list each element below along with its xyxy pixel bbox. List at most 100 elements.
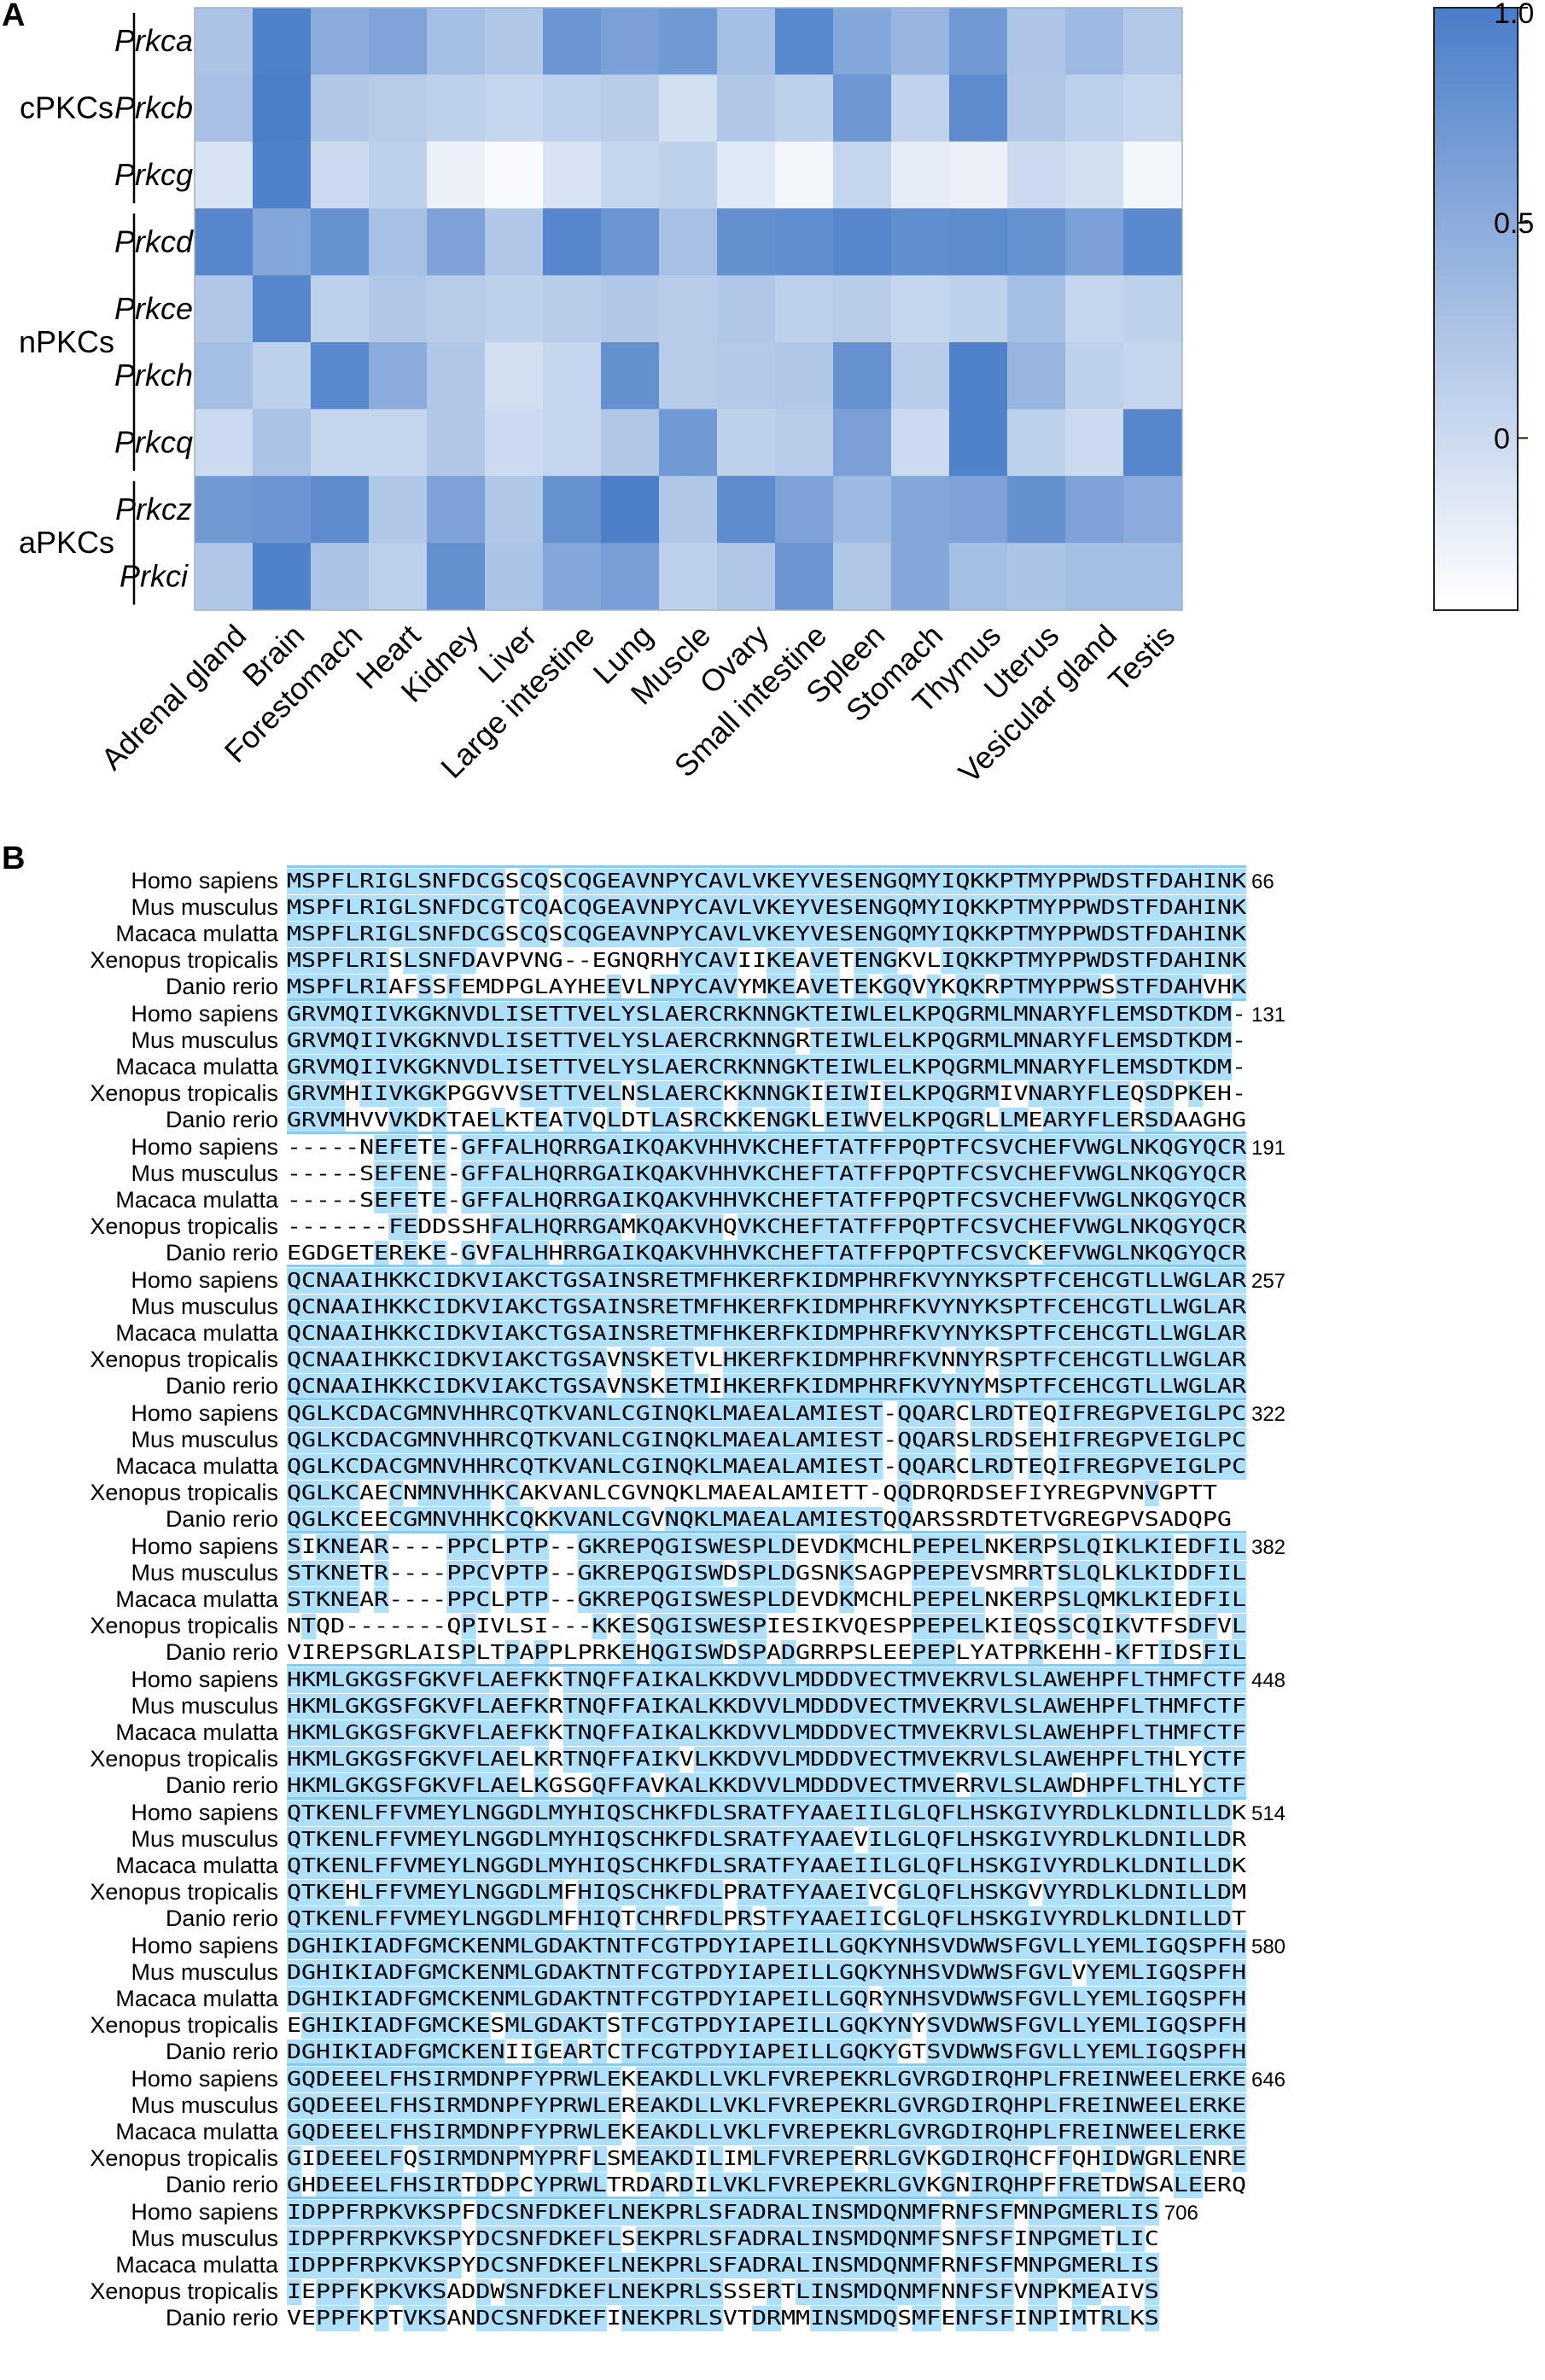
- identity-shade: [1144, 869, 1160, 894]
- identity-shade: [825, 895, 840, 921]
- identity-shade: [766, 948, 782, 974]
- tissue-label: Testis: [1101, 618, 1181, 698]
- heatmap-cell: [543, 342, 602, 410]
- identity-shade: [621, 1028, 637, 1054]
- residue-position: 66: [1251, 870, 1274, 893]
- identity-shade: [345, 1002, 360, 1027]
- identity-shade: [912, 1108, 927, 1133]
- identity-shade: [316, 975, 331, 1000]
- identity-shade: [955, 1002, 971, 1027]
- sequence-row: VIREPSGRLAISPLTPAPPLPRKEHQGISWDSPADGRRPS…: [287, 1642, 1246, 1664]
- identity-shade: [635, 1055, 651, 1080]
- identity-shade: [403, 1161, 418, 1187]
- identity-shade: [548, 1055, 563, 1080]
- identity-shade: [1042, 1028, 1058, 1054]
- identity-shade: [708, 869, 724, 894]
- identity-shade: [912, 1161, 927, 1187]
- identity-shade: [374, 948, 389, 974]
- identity-shade: [868, 869, 883, 894]
- identity-shade: [1100, 1135, 1116, 1161]
- identity-shade: [650, 1161, 666, 1187]
- identity-shade: [926, 869, 942, 894]
- identity-shade: [577, 1214, 593, 1240]
- identity-shade: [955, 1161, 971, 1187]
- identity-shade: [490, 895, 505, 921]
- identity-shade: [839, 869, 854, 894]
- identity-shade: [984, 895, 1000, 921]
- identity-shade: [533, 895, 549, 921]
- identity-shade: [1158, 1161, 1175, 1187]
- identity-shade: [1071, 975, 1087, 1000]
- identity-shade: [970, 1055, 985, 1080]
- identity-shade: [359, 1081, 375, 1107]
- identity-shade: [708, 1002, 724, 1027]
- identity-shade: [766, 895, 782, 921]
- identity-shade: [316, 1002, 331, 1027]
- identity-shade: [533, 1002, 549, 1027]
- identity-shade: [1042, 922, 1058, 947]
- identity-shade: [374, 922, 389, 947]
- identity-shade: [941, 869, 956, 894]
- identity-shade: [432, 1108, 447, 1133]
- identity-shade: [1086, 1108, 1102, 1133]
- identity-shade: [432, 1188, 447, 1213]
- identity-shade: [1158, 1108, 1175, 1133]
- heatmap-cell: [369, 409, 428, 477]
- identity-shade: [1144, 1108, 1160, 1133]
- identity-shade: [912, 895, 927, 921]
- identity-shade: [504, 1028, 520, 1054]
- heatmap-cell: [195, 8, 254, 75]
- identity-shade: [679, 1214, 695, 1240]
- identity-shade: [912, 1028, 927, 1054]
- identity-shade: [1086, 1002, 1102, 1027]
- identity-shade: [621, 869, 637, 894]
- heatmap-cell: [717, 141, 776, 209]
- identity-shade: [563, 1081, 578, 1107]
- species-label: Homo sapiens: [131, 1667, 278, 1692]
- species-label: Mus musculus: [131, 2226, 278, 2251]
- species-label: Xenopus tropicalis: [90, 1613, 278, 1638]
- identity-shade: [1158, 922, 1175, 947]
- identity-shade: [403, 948, 418, 974]
- identity-shade: [693, 1028, 709, 1054]
- identity-shade: [461, 1161, 476, 1187]
- identity-shade: [1144, 1188, 1160, 1213]
- identity-shade: [504, 1135, 520, 1161]
- identity-shade: [287, 869, 302, 894]
- gene-label: Prkch: [114, 358, 193, 393]
- identity-shade: [606, 1002, 622, 1027]
- identity-shade: [1071, 1108, 1087, 1133]
- identity-shade: [1202, 869, 1218, 894]
- identity-shade: [316, 948, 331, 974]
- identity-shade: [577, 1161, 593, 1187]
- heatmap-cell: [949, 141, 1008, 209]
- identity-shade: [432, 922, 447, 947]
- identity-shade: [577, 1108, 593, 1133]
- heatmap-cell: [775, 342, 834, 410]
- identity-shade: [316, 895, 331, 921]
- identity-shade: [825, 1108, 840, 1133]
- heatmap-cell: [543, 74, 602, 143]
- identity-shade: [403, 1214, 418, 1240]
- heatmap-cell: [311, 275, 370, 343]
- identity-shade: [1144, 922, 1160, 947]
- identity-shade: [446, 895, 462, 921]
- identity-shade: [606, 869, 622, 894]
- identity-shade: [577, 1188, 593, 1213]
- identity-shade: [1071, 948, 1087, 974]
- identity-shade: [519, 1002, 534, 1027]
- identity-shade: [330, 1002, 346, 1027]
- identity-shade: [664, 1214, 680, 1240]
- identity-shade: [446, 1002, 462, 1027]
- identity-shade: [345, 895, 360, 921]
- identity-shade: [999, 1188, 1014, 1213]
- alignment-block: Homo sapiens GQDEEELFHSIRMDNPFYPRWLEKEAKD…: [90, 2063, 1286, 2198]
- identity-shade: [1202, 895, 1218, 921]
- identity-shade: [577, 922, 593, 947]
- identity-shade: [1057, 1188, 1073, 1213]
- identity-shade: [650, 1214, 666, 1240]
- identity-shade: [883, 922, 898, 947]
- panel-a: A PrkcaPrkcbPrkcgPrkcdPrkcePrkchPrkcqPrk…: [2, 0, 1534, 790]
- identity-shade: [1129, 895, 1146, 921]
- species-label: Xenopus tropicalis: [90, 1213, 278, 1239]
